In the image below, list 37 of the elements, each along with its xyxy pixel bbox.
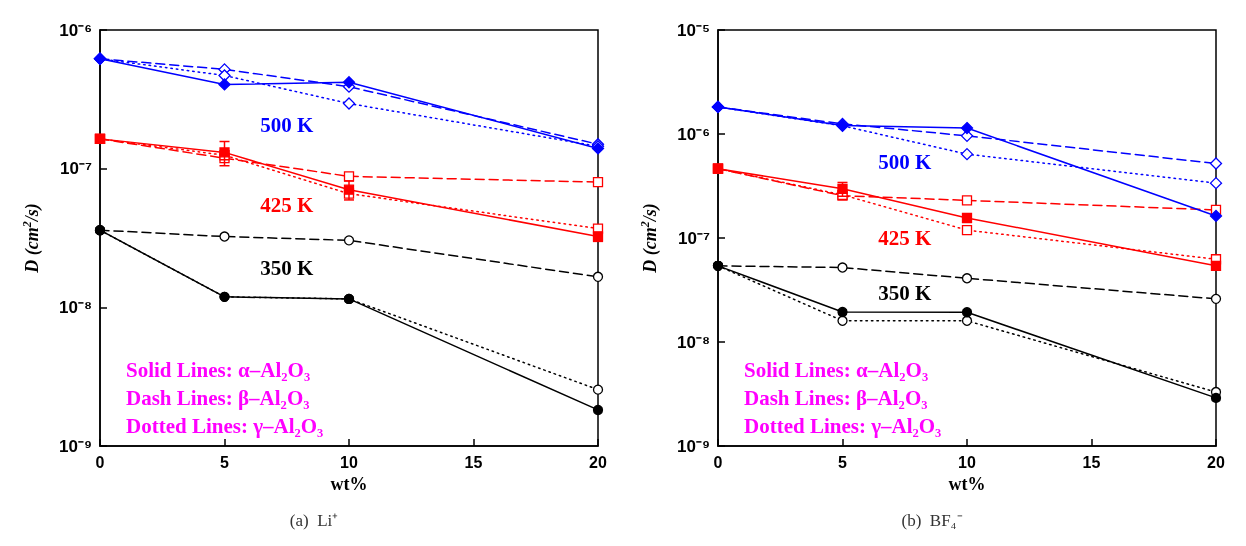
y-tick-label: 10⁻⁶ [59, 20, 92, 40]
text: (a) Li⁺ [289, 511, 339, 530]
annotation: Dotted Lines: γ–Al₂O₃ [126, 413, 324, 438]
series-label: 350 K [878, 280, 932, 305]
y-axis-title: D (cm2/s) [638, 203, 661, 274]
x-tick-label: 0 [713, 453, 723, 471]
x-tick-label: 15 [1082, 453, 1101, 471]
series-label: 500 K [260, 113, 314, 138]
x-tick-label: 10 [340, 453, 358, 471]
annotation: Solid Lines: α–Al₂O₃ [126, 357, 311, 382]
annotation: Dash Lines: β–Al₂O₃ [126, 385, 310, 410]
y-axis-title: D (cm2/s) [20, 203, 43, 274]
y-tick-label: 10⁻⁹ [59, 436, 92, 456]
annotation: Dash Lines: β–Al₂O₃ [744, 385, 928, 410]
text: (b) BF₄⁻ [901, 511, 963, 530]
series-label: 500 K [878, 150, 932, 175]
x-axis-title: wt% [948, 473, 986, 494]
series-label: 350 K [260, 256, 314, 281]
x-tick-label: 5 [838, 453, 848, 471]
x-axis-title: wt% [330, 473, 368, 494]
annotation: Solid Lines: α–Al₂O₃ [744, 357, 929, 382]
series-label: 425 K [260, 192, 314, 217]
y-tick-label: 10⁻⁵ [677, 20, 710, 40]
y-tick-label: 10⁻⁶ [677, 124, 710, 144]
x-tick-label: 15 [464, 453, 483, 471]
annotation: Dotted Lines: γ–Al₂O₃ [744, 413, 942, 438]
y-tick-label: 10⁻⁷ [678, 228, 710, 248]
series-label: 425 K [878, 226, 932, 251]
x-tick-label: 20 [1207, 453, 1225, 471]
x-tick-label: 20 [589, 453, 607, 471]
y-tick-label: 10⁻⁹ [677, 436, 710, 456]
x-tick-label: 10 [958, 453, 976, 471]
y-tick-label: 10⁻⁸ [677, 332, 710, 352]
x-tick-label: 0 [95, 453, 105, 471]
y-tick-label: 10⁻⁸ [59, 297, 92, 317]
x-tick-label: 5 [220, 453, 230, 471]
y-tick-label: 10⁻⁷ [60, 159, 92, 179]
